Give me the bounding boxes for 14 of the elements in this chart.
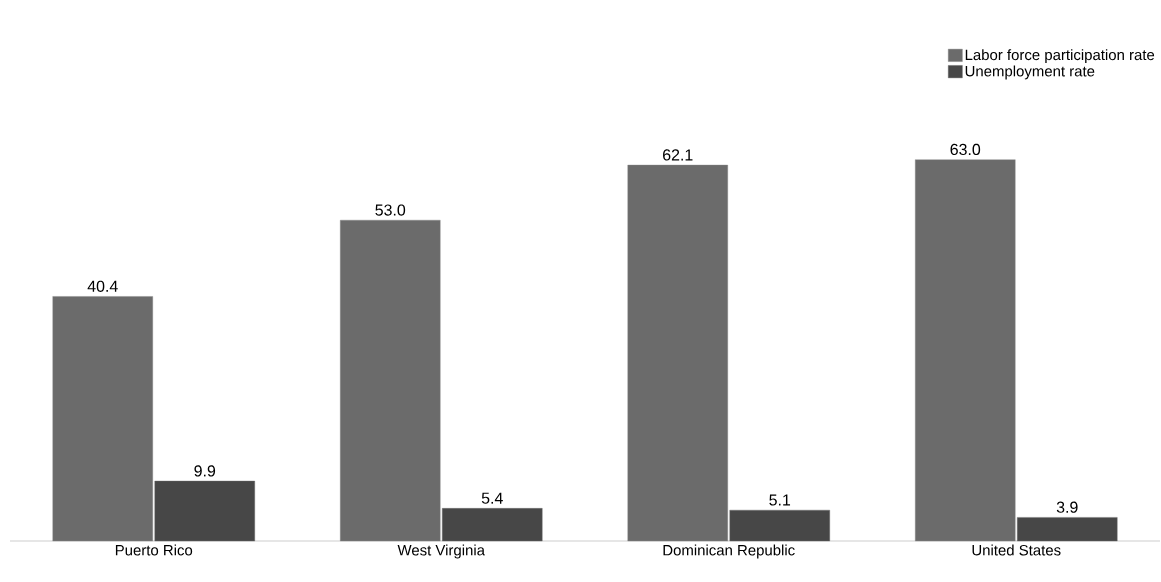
x-tick-label: Dominican Republic: [663, 544, 795, 559]
data-label: 5.1: [769, 494, 791, 506]
data-label: 53.0: [375, 204, 406, 216]
data-label: 9.9: [194, 465, 216, 477]
legend-label: Labor force participation rate: [965, 49, 1155, 64]
data-label: 62.1: [663, 149, 693, 161]
x-tick-label: United States: [972, 544, 1061, 556]
data-label: 5.4: [481, 492, 503, 504]
data-label: 3.9: [1056, 501, 1078, 513]
legend-label: Unemployment rate: [965, 65, 1095, 80]
x-tick-label: West Virginia: [397, 544, 485, 559]
data-label: 63.0: [950, 143, 981, 156]
data-label: 40.4: [87, 280, 118, 292]
x-tick-label: Puerto Rico: [115, 544, 193, 556]
